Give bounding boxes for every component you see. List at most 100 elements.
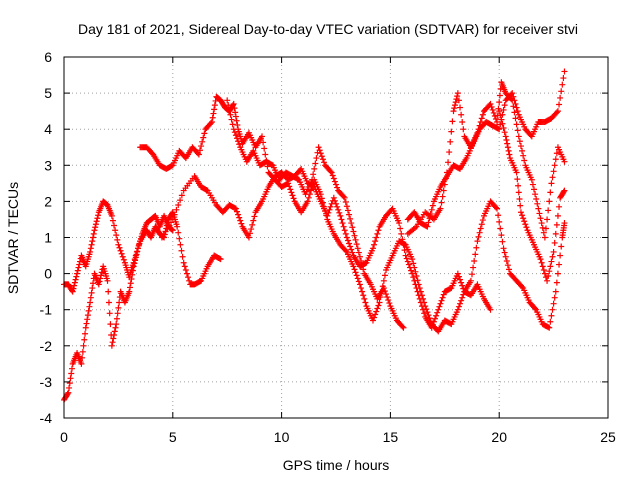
data-point xyxy=(326,206,333,213)
data-point xyxy=(517,202,524,209)
data-point xyxy=(160,231,167,238)
data-point xyxy=(200,134,207,141)
data-point xyxy=(401,241,408,248)
data-point xyxy=(110,335,117,342)
data-point xyxy=(520,152,527,159)
data-point xyxy=(561,220,568,227)
data-point xyxy=(550,300,557,307)
data-point xyxy=(175,229,182,236)
data-point xyxy=(439,193,446,200)
data-point xyxy=(352,269,359,276)
data-point xyxy=(399,323,406,330)
data-point xyxy=(80,342,87,349)
data-point xyxy=(356,253,363,260)
data-point xyxy=(97,275,104,282)
data-point xyxy=(451,102,458,109)
data-point xyxy=(313,155,320,162)
data-point xyxy=(435,306,442,313)
data-point xyxy=(517,143,524,150)
data-point xyxy=(558,88,565,95)
data-point xyxy=(487,306,494,313)
data-point xyxy=(408,267,415,274)
y-tick-label: 0 xyxy=(44,266,52,282)
data-point xyxy=(439,294,446,301)
data-point xyxy=(375,227,382,234)
data-point xyxy=(455,97,462,104)
data-point xyxy=(546,198,553,205)
data-point xyxy=(65,389,72,396)
data-point xyxy=(362,299,369,306)
data-point xyxy=(198,143,205,150)
data-point xyxy=(373,234,380,241)
data-point xyxy=(510,103,517,110)
data-point xyxy=(498,232,505,239)
data-point xyxy=(454,306,461,313)
data-point xyxy=(236,141,243,148)
data-point xyxy=(537,256,544,263)
data-point xyxy=(208,118,215,125)
data-point xyxy=(114,236,121,243)
data-point xyxy=(436,303,443,310)
series-trace-d xyxy=(158,165,494,331)
data-point xyxy=(475,126,482,133)
series-trace-f xyxy=(404,68,568,230)
data-point xyxy=(552,288,559,295)
data-point xyxy=(331,197,338,204)
data-point xyxy=(352,236,359,243)
x-tick-label: 20 xyxy=(491,429,507,445)
axis-ticks: 0 5 10 15 20 25 -4 -3 -2 -1 0 1 2 3 4 5 6 xyxy=(40,49,616,445)
data-point xyxy=(452,99,459,106)
data-point xyxy=(217,256,224,263)
data-point xyxy=(119,253,126,260)
data-point xyxy=(304,198,311,205)
data-point xyxy=(327,203,334,210)
data-point xyxy=(470,264,477,271)
data-point xyxy=(347,215,354,222)
data-point xyxy=(64,390,71,397)
data-point xyxy=(409,256,416,263)
data-point xyxy=(428,324,435,331)
data-point xyxy=(251,213,258,220)
data-point xyxy=(354,275,361,282)
data-point xyxy=(178,192,185,199)
data-point xyxy=(81,336,88,343)
data-point xyxy=(233,208,240,215)
data-point xyxy=(448,128,455,135)
data-point xyxy=(541,234,548,241)
data-point xyxy=(346,211,353,218)
data-point xyxy=(203,186,210,193)
data-point xyxy=(553,279,560,286)
data-point xyxy=(210,110,217,117)
data-point xyxy=(176,235,183,242)
data-point xyxy=(319,156,326,163)
data-point xyxy=(211,106,218,113)
data-point xyxy=(509,90,516,97)
data-point xyxy=(502,253,509,260)
data-point xyxy=(503,137,510,144)
data-point xyxy=(84,316,91,323)
data-point xyxy=(84,312,91,319)
data-point xyxy=(169,227,176,234)
data-point xyxy=(504,144,511,151)
data-point xyxy=(547,318,554,325)
y-tick-label: -3 xyxy=(40,374,53,390)
data-point xyxy=(286,183,293,190)
data-point xyxy=(353,241,360,248)
data-point xyxy=(548,312,555,319)
data-point xyxy=(231,105,238,112)
data-point xyxy=(478,221,485,228)
series-trace-e xyxy=(224,97,407,331)
data-point xyxy=(425,219,432,226)
data-point xyxy=(262,151,269,158)
y-tick-label: 2 xyxy=(44,193,52,209)
data-point xyxy=(403,255,410,262)
data-point xyxy=(358,257,365,264)
data-point xyxy=(231,205,238,212)
data-point xyxy=(127,280,134,287)
data-point xyxy=(501,102,508,109)
x-tick-label: 15 xyxy=(383,429,399,445)
data-point xyxy=(348,246,355,253)
x-tick-label: 10 xyxy=(274,429,290,445)
data-point xyxy=(445,159,452,166)
data-point xyxy=(522,221,529,228)
